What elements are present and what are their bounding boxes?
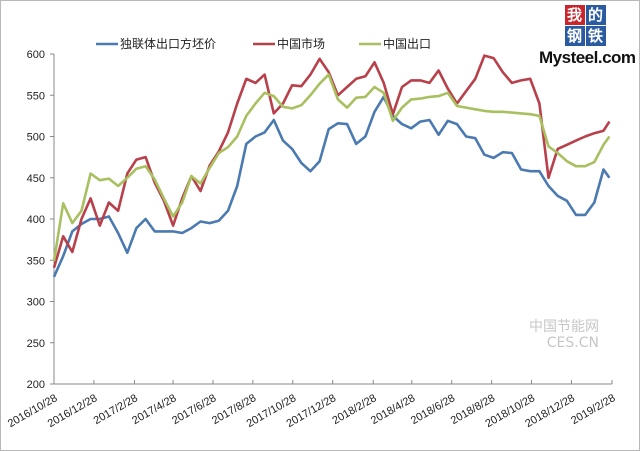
legend-label: 中国市场 (277, 36, 325, 51)
y-tick-label: 500 (27, 132, 45, 144)
y-tick-label: 350 (27, 255, 45, 267)
legend: 独联体出口方坯价 中国市场 中国出口 (96, 36, 431, 51)
y-tick-label: 300 (27, 297, 45, 309)
y-tick-label: 200 (27, 379, 45, 391)
y-tick-label: 550 (27, 90, 45, 102)
logo-char: 铁 (585, 26, 606, 46)
logo-text: Mysteel.com (539, 48, 636, 67)
logo-char: 的 (585, 5, 606, 25)
logo-char: 我 (564, 5, 585, 25)
watermark-line2: CES.CN (546, 335, 599, 351)
legend-label: 中国出口 (383, 36, 431, 51)
x-tick-label: 2019/2/28 (569, 392, 617, 427)
legend-label: 独联体出口方坯价 (120, 36, 216, 51)
x-tick-label: 2018/4/28 (369, 392, 417, 427)
watermark-line1: 中国节能网 (529, 319, 599, 335)
x-tick-label: 2017/6/28 (170, 392, 218, 427)
series-lines (52, 54, 611, 278)
y-tick-label: 250 (27, 338, 45, 350)
y-tick-label: 600 (27, 49, 45, 61)
y-tick-label: 400 (27, 214, 45, 226)
x-tick-label: 2017/4/28 (130, 392, 178, 427)
series-line-0 (52, 95, 611, 278)
series-line-2 (52, 73, 611, 262)
mysteel-logo: 我 的 钢 铁 Mysteel.com (539, 5, 636, 68)
y-tick-label: 450 (27, 173, 45, 185)
logo-char: 钢 (564, 26, 585, 46)
watermark: 中国节能网 CES.CN (529, 319, 599, 351)
axes: 2002503003504004505005506002016/10/28201… (6, 49, 618, 430)
series-line-1 (52, 54, 611, 269)
x-tick-label: 2018/6/28 (409, 392, 457, 427)
